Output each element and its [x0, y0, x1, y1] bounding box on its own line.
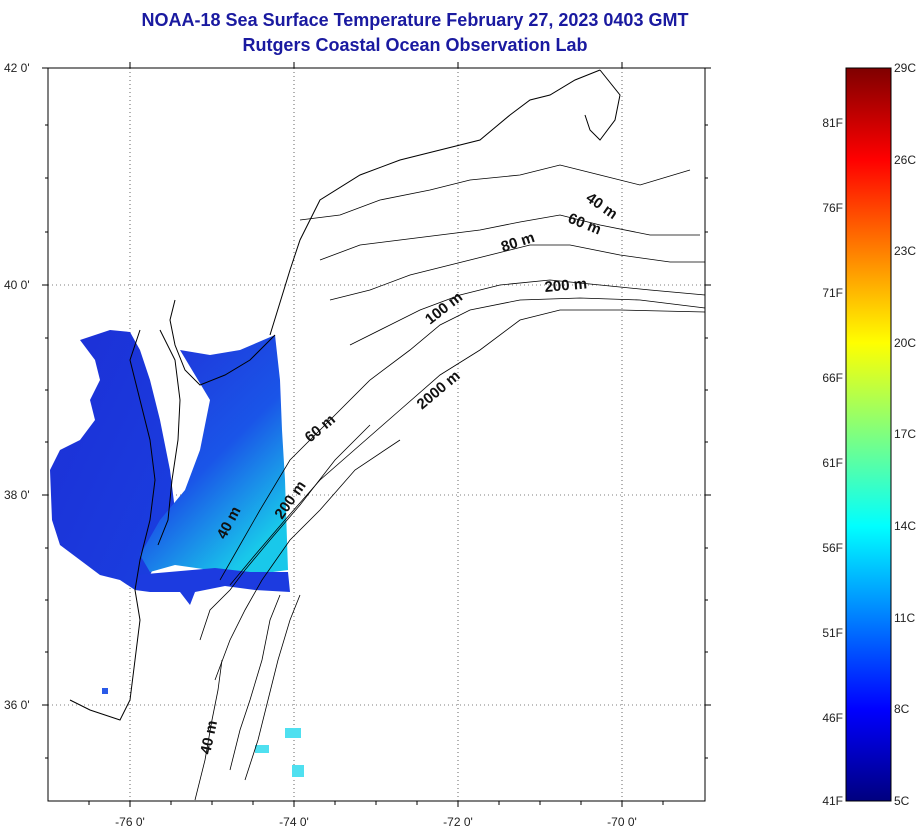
- cb-celsius-11: 11C: [894, 611, 915, 625]
- cb-celsius-26: 26C: [894, 153, 916, 167]
- sst-shelf-swath: [140, 335, 288, 575]
- contour-label-200m-top: 200 m: [544, 275, 588, 296]
- sst-cape-hatteras-specks: [255, 728, 304, 777]
- cb-celsius-17: 17C: [894, 427, 916, 441]
- cb-fahrenheit-56: 56F: [822, 541, 843, 555]
- cb-fahrenheit-51: 51F: [822, 626, 843, 640]
- cb-celsius-5: 5C: [894, 794, 910, 808]
- cb-fahrenheit-71: 71F: [822, 286, 843, 300]
- cb-fahrenheit-81: 81F: [822, 116, 843, 130]
- cb-celsius-14: 14C: [894, 519, 916, 533]
- sst-south-patch: [135, 568, 290, 605]
- cb-celsius-8: 8C: [894, 702, 910, 716]
- lat-label-40: 40 0': [4, 278, 30, 292]
- lon-label-72: -72 0': [443, 815, 473, 829]
- sst-chesapeake: [50, 330, 175, 590]
- map-subtitle: Rutgers Coastal Ocean Observation Lab: [242, 35, 588, 55]
- coastline: [69, 69, 621, 721]
- lon-label-76: -76 0': [115, 815, 145, 829]
- bathymetry: [194, 164, 706, 801]
- map-title: NOAA-18 Sea Surface Temperature February…: [141, 10, 689, 30]
- lon-label-74: -74 0': [279, 815, 309, 829]
- cb-fahrenheit-41: 41F: [822, 794, 843, 808]
- cb-celsius-23: 23C: [894, 244, 916, 258]
- graticule: [48, 68, 705, 801]
- cb-celsius-20: 20C: [894, 336, 916, 350]
- cb-celsius-29: 29C: [894, 61, 916, 75]
- lat-label-42: 42 0': [4, 61, 30, 75]
- cb-fahrenheit-66: 66F: [822, 371, 843, 385]
- cb-fahrenheit-46: 46F: [822, 711, 843, 725]
- lat-label-38: 38 0': [4, 488, 30, 502]
- lat-ticks: [42, 67, 711, 759]
- contour-label-40m-bottom: 40 m: [197, 719, 221, 756]
- cb-fahrenheit-76: 76F: [822, 201, 843, 215]
- cb-fahrenheit-61: 61F: [822, 456, 843, 470]
- lat-label-36: 36 0': [4, 698, 30, 712]
- lon-ticks: [88, 62, 664, 807]
- sst-speck: [102, 688, 108, 694]
- colorbar: [845, 67, 892, 802]
- lon-label-70: -70 0': [607, 815, 637, 829]
